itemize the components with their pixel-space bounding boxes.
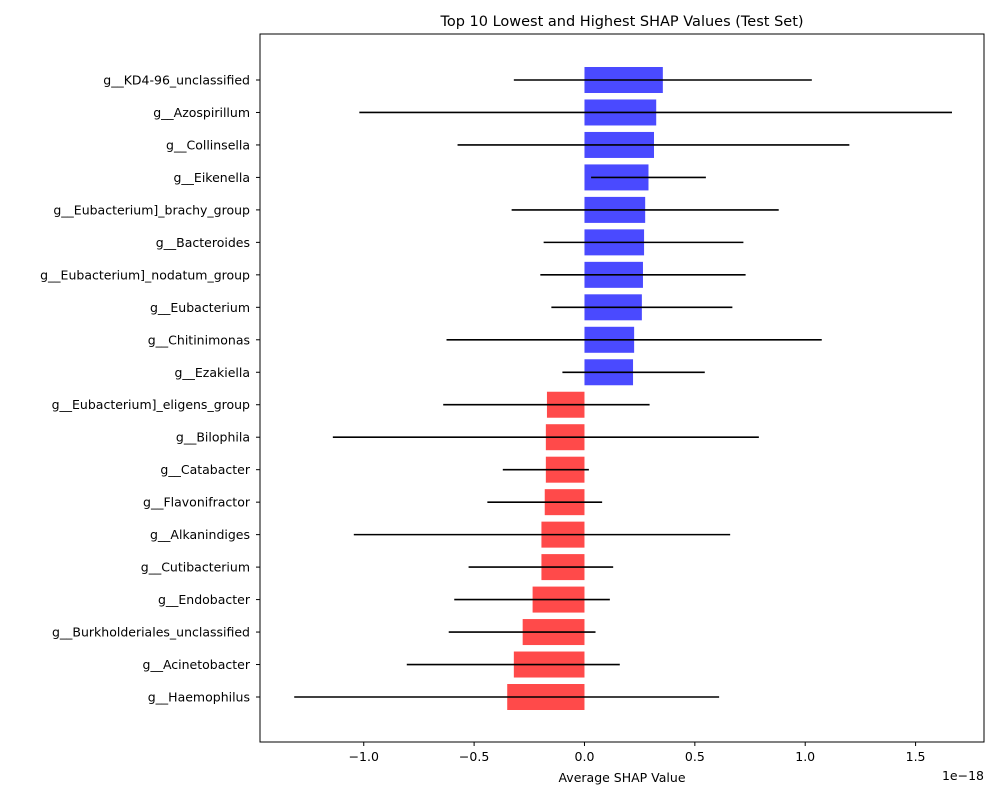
chart-title: Top 10 Lowest and Highest SHAP Values (T… xyxy=(439,14,803,30)
x-axis-label: Average SHAP Value xyxy=(558,770,685,785)
x-tick-label: 1.5 xyxy=(906,749,926,764)
x-tick-label: 1.0 xyxy=(795,749,815,764)
y-tick-label: g__Eubacterium]_eligens_group xyxy=(52,397,250,412)
y-tick-label: g__Cutibacterium xyxy=(141,560,250,575)
bars-layer xyxy=(507,67,663,710)
y-tick-label: g__Ezakiella xyxy=(174,365,250,380)
y-tick-label: g__Eubacterium]_nodatum_group xyxy=(40,267,250,282)
y-tick-label: g__Endobacter xyxy=(158,592,251,607)
x-tick-label: 0.0 xyxy=(575,749,595,764)
plot-frame xyxy=(259,33,985,743)
y-tick-label: g__Collinsella xyxy=(166,137,250,152)
y-tick-label: g__Chitinimonas xyxy=(148,332,250,347)
y-axis: g__KD4-96_unclassified g__Azospirillum g__… xyxy=(40,73,260,705)
y-tick-label: g__Azospirillum xyxy=(153,105,250,120)
errorbars-layer xyxy=(294,79,952,698)
x-axis: −1.0 −0.5 0.0 0.5 1.0 1.5 xyxy=(349,742,926,764)
y-tick-label: g__KD4-96_unclassified xyxy=(103,73,250,88)
y-tick-label: g__Burkholderiales_unclassified xyxy=(52,625,250,640)
y-tick-label: g__Haemophilus xyxy=(148,690,250,705)
y-tick-label: g__Flavonifractor xyxy=(143,495,251,510)
y-tick-label: g__Eikenella xyxy=(173,170,250,185)
x-tick-label: −0.5 xyxy=(459,749,489,764)
x-tick-label: 0.5 xyxy=(685,749,705,764)
y-tick-label: g__Bacteroides xyxy=(156,235,250,250)
y-tick-label: g__Catabacter xyxy=(160,462,250,477)
x-axis-scale-label: 1e−18 xyxy=(942,768,984,783)
y-tick-label: g__Acinetobacter xyxy=(143,657,251,672)
y-tick-label: g__Eubacterium xyxy=(150,300,250,315)
y-tick-label: g__Eubacterium]_brachy_group xyxy=(53,202,250,217)
y-tick-label: g__Bilophila xyxy=(176,430,250,445)
x-tick-label: −1.0 xyxy=(349,749,379,764)
y-tick-label: g__Alkanindiges xyxy=(150,527,250,542)
